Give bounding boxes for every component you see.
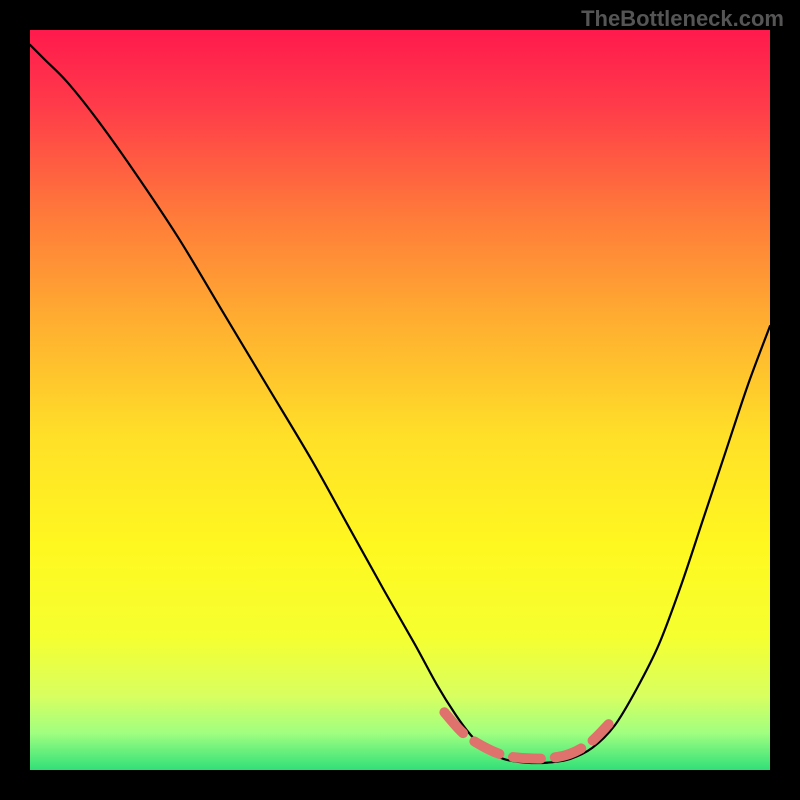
plot-background bbox=[30, 30, 770, 770]
chart-frame: TheBottleneck.com bbox=[0, 0, 800, 800]
plot-svg bbox=[0, 0, 800, 800]
watermark-text: TheBottleneck.com bbox=[581, 6, 784, 32]
